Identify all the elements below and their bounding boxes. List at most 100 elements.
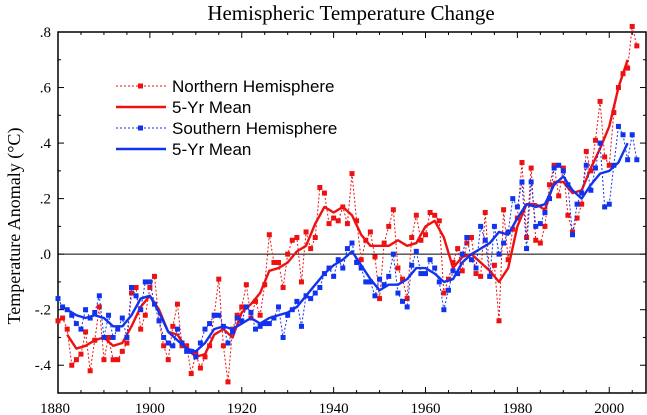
- data-point: [106, 312, 112, 318]
- data-point: [138, 307, 144, 313]
- data-point: [390, 251, 396, 257]
- data-point: [101, 357, 107, 363]
- legend-label: Southern Hemisphere: [172, 119, 337, 138]
- data-point: [133, 284, 139, 290]
- data-point: [358, 265, 364, 271]
- data-point: [524, 246, 530, 252]
- data-point: [413, 212, 419, 218]
- data-point: [372, 293, 378, 299]
- data-point: [239, 318, 245, 324]
- data-point: [556, 162, 562, 168]
- data-point: [96, 293, 102, 299]
- data-point: [243, 304, 249, 310]
- data-point: [188, 371, 194, 377]
- data-point: [634, 157, 640, 163]
- data-point: [363, 279, 369, 285]
- data-point: [478, 273, 484, 279]
- data-point: [276, 259, 281, 265]
- data-point: [625, 65, 631, 71]
- legend-label: Northern Hemisphere: [172, 77, 335, 96]
- data-point: [367, 279, 373, 285]
- data-point: [266, 321, 272, 327]
- data-point: [629, 23, 635, 29]
- data-point: [308, 296, 314, 302]
- data-point: [473, 265, 479, 271]
- data-point: [501, 207, 507, 213]
- data-point: [597, 98, 603, 104]
- data-point: [602, 154, 608, 160]
- y-tick-label: .4: [40, 136, 52, 152]
- data-point: [83, 329, 89, 335]
- data-point: [441, 290, 447, 296]
- legend-marker: [138, 83, 143, 89]
- data-point: [298, 279, 304, 285]
- data-point: [64, 326, 70, 332]
- data-point: [455, 271, 461, 277]
- data-point: [106, 334, 112, 340]
- data-point: [298, 323, 304, 329]
- y-tick-label: .8: [40, 25, 51, 41]
- data-point: [335, 257, 341, 263]
- legend-entry: 5-Yr Mean: [116, 140, 251, 159]
- data-point: [464, 240, 470, 246]
- data-point: [197, 340, 203, 346]
- data-point: [487, 273, 493, 279]
- data-point: [510, 226, 516, 232]
- data-point: [331, 273, 337, 279]
- data-point: [239, 304, 245, 310]
- series-layer: [55, 23, 640, 385]
- data-point: [225, 379, 231, 385]
- data-point: [418, 237, 424, 243]
- data-point: [165, 357, 171, 363]
- data-point: [248, 309, 254, 315]
- data-point: [574, 215, 580, 221]
- data-point: [367, 229, 373, 235]
- data-point: [138, 326, 144, 332]
- data-point: [202, 326, 208, 332]
- data-point: [611, 110, 617, 116]
- data-point: [510, 196, 516, 202]
- data-point: [482, 237, 488, 243]
- data-point: [528, 179, 534, 185]
- data-point: [602, 204, 608, 210]
- data-point: [188, 348, 194, 354]
- data-point: [427, 257, 433, 263]
- series-line-mean: [66, 142, 629, 353]
- data-point: [257, 323, 263, 329]
- data-point: [629, 132, 635, 138]
- data-point: [551, 165, 557, 171]
- data-point: [505, 257, 511, 263]
- data-point: [455, 246, 461, 252]
- data-point: [253, 326, 259, 332]
- data-point: [87, 368, 93, 374]
- data-point: [207, 321, 213, 327]
- y-tick-label: .0: [40, 247, 51, 263]
- data-point: [560, 168, 566, 174]
- data-point: [519, 179, 525, 185]
- data-point: [184, 343, 190, 349]
- data-point: [147, 279, 153, 285]
- data-point: [565, 212, 571, 218]
- data-point: [257, 312, 263, 318]
- x-tick-label: 1960: [411, 401, 441, 415]
- data-point: [377, 276, 383, 282]
- series-line-mean: [66, 59, 629, 359]
- data-point: [101, 334, 107, 340]
- data-point: [243, 282, 249, 288]
- data-point: [285, 312, 291, 318]
- data-point: [390, 207, 396, 213]
- data-point: [344, 246, 350, 252]
- y-axis-label: Temperature Anomaly (°C): [4, 128, 25, 325]
- data-point: [551, 162, 557, 168]
- data-point: [496, 251, 502, 257]
- data-point: [450, 259, 456, 265]
- data-point: [441, 307, 447, 313]
- data-point: [413, 248, 419, 254]
- data-point: [133, 293, 139, 299]
- y-tick-label: .6: [40, 81, 52, 97]
- data-point: [468, 257, 474, 263]
- data-point: [372, 254, 378, 260]
- data-point: [445, 276, 451, 282]
- data-point: [202, 354, 208, 360]
- data-point: [280, 334, 286, 340]
